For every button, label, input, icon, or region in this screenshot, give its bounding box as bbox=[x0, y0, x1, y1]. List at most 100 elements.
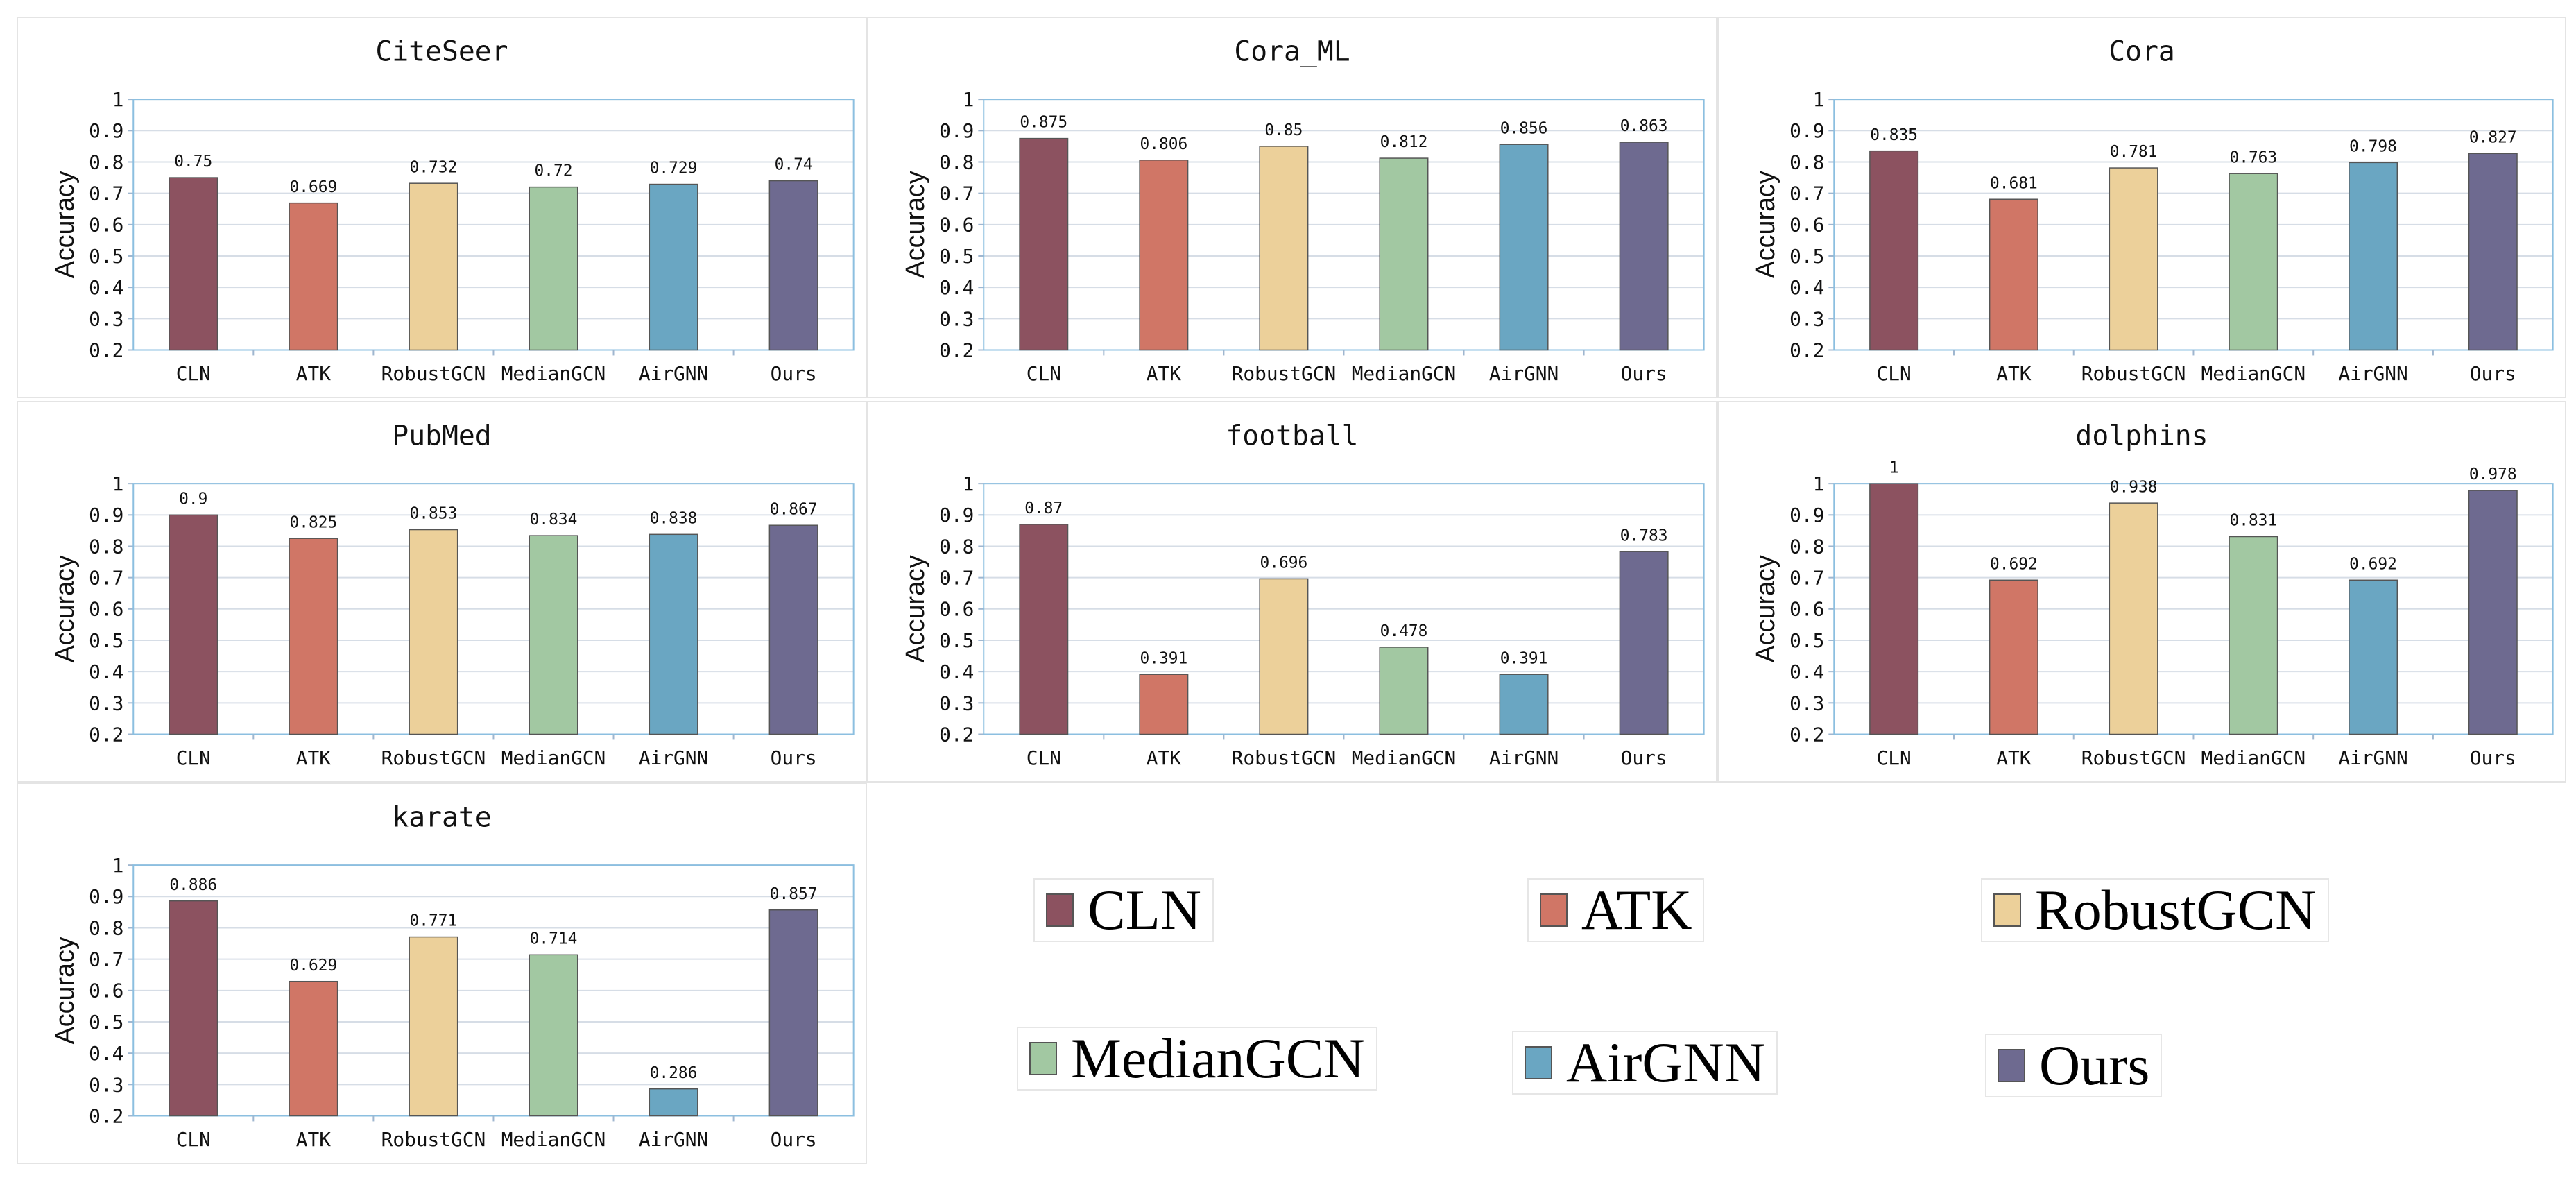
x-tick-label-ours: Ours bbox=[1621, 362, 1667, 385]
data-label-atk: 0.391 bbox=[1140, 649, 1187, 667]
bar-robustgcn bbox=[2109, 502, 2158, 735]
y-tick-label: 0.6 bbox=[89, 980, 123, 1002]
data-label-cln: 0.886 bbox=[169, 876, 217, 894]
y-tick-label: 0.8 bbox=[89, 535, 123, 558]
bar-airgnn bbox=[2349, 579, 2398, 735]
x-tick-label-ours: Ours bbox=[2470, 746, 2516, 769]
data-label-cln: 0.9 bbox=[179, 490, 207, 508]
y-tick-label: 0.5 bbox=[89, 245, 123, 268]
x-tick-label-airgnn: AirGNN bbox=[639, 1128, 708, 1151]
data-label-robustgcn: 0.696 bbox=[1260, 554, 1308, 572]
data-label-airgnn: 0.798 bbox=[2349, 137, 2397, 155]
data-label-ours: 0.978 bbox=[2469, 465, 2517, 484]
x-tick-label-atk: ATK bbox=[296, 746, 331, 769]
y-tick-label: 0.7 bbox=[1789, 182, 1824, 205]
x-tick-label-atk: ATK bbox=[1996, 746, 2031, 769]
x-tick-label-ours: Ours bbox=[2470, 362, 2516, 385]
bar-atk bbox=[289, 980, 338, 1117]
bar-robustgcn bbox=[409, 529, 458, 735]
y-tick-label: 0.5 bbox=[1789, 245, 1824, 268]
y-axis-label: Accuracy bbox=[50, 171, 79, 278]
y-tick-label: 0.9 bbox=[89, 885, 123, 908]
data-label-mediangcn: 0.831 bbox=[2229, 512, 2277, 530]
y-tick-label: 0.2 bbox=[89, 339, 123, 361]
bar-atk bbox=[289, 202, 338, 351]
x-tick-label-robustgcn: RobustGCN bbox=[1232, 362, 1337, 385]
chart-dolphins: dolphins Accuracy 0.2 0.3 0.4 0.5 0.6 0.7 0.8 0.9… bbox=[1751, 420, 2554, 769]
data-label-ours: 0.74 bbox=[775, 156, 813, 174]
legend-swatch-airgnn bbox=[1525, 1046, 1552, 1079]
data-label-mediangcn: 0.812 bbox=[1380, 133, 1428, 151]
data-label-mediangcn: 0.714 bbox=[530, 930, 578, 948]
y-tick-label: 1 bbox=[963, 88, 974, 111]
y-tick-label: 0.3 bbox=[89, 1073, 123, 1096]
chart-panel-dolphins: dolphins Accuracy 0.2 0.3 0.4 0.5 0.6 0.7 0.8 0.9… bbox=[1717, 401, 2566, 783]
x-tick-label-robustgcn: RobustGCN bbox=[2081, 746, 2186, 769]
bar-airgnn bbox=[649, 183, 698, 351]
legend-item-airgnn: AirGNN bbox=[1512, 1031, 1778, 1095]
legend-item-robustgcn: RobustGCN bbox=[1981, 878, 2329, 942]
chart-title: CiteSeer bbox=[375, 36, 508, 68]
y-tick-label: 0.5 bbox=[89, 1011, 123, 1034]
chart-football: football Accuracy 0.2 0.3 0.4 0.5 0.6 0.7 0.8 0.9… bbox=[900, 420, 1705, 769]
chart-panel-cora: Cora Accuracy 0.2 0.3 0.4 0.5 0.6 0.7 0.8 0.9 1 0.8… bbox=[1717, 17, 2566, 398]
bar-ours bbox=[2468, 153, 2518, 351]
bar-cln bbox=[1019, 137, 1069, 351]
chart-panel-football: football Accuracy 0.2 0.3 0.4 0.5 0.6 0.7 0.8 0.9… bbox=[867, 401, 1717, 783]
bar-atk bbox=[1989, 198, 2038, 351]
legend-swatch-ours bbox=[1998, 1049, 2025, 1082]
data-label-robustgcn: 0.781 bbox=[2110, 143, 2158, 161]
y-tick-label: 1 bbox=[963, 472, 974, 495]
bar-cln bbox=[1019, 524, 1069, 735]
chart-title: karate bbox=[392, 802, 491, 834]
data-label-atk: 0.692 bbox=[1990, 555, 2038, 573]
x-tick-label-ours: Ours bbox=[771, 746, 817, 769]
data-label-cln: 0.87 bbox=[1024, 499, 1063, 518]
x-tick-label-cln: CLN bbox=[1877, 746, 1912, 769]
bar-ours bbox=[768, 180, 818, 351]
y-tick-label: 0.6 bbox=[1789, 214, 1824, 237]
y-axis-label: Accuracy bbox=[50, 937, 79, 1044]
x-tick-label-atk: ATK bbox=[296, 1128, 331, 1151]
data-label-cln: 0.875 bbox=[1020, 114, 1067, 132]
data-label-airgnn: 0.692 bbox=[2349, 555, 2397, 573]
legend-swatch-mediangcn bbox=[1029, 1042, 1057, 1075]
y-tick-label: 0.8 bbox=[89, 151, 123, 173]
y-tick-label: 0.8 bbox=[1789, 151, 1824, 173]
y-tick-label: 0.5 bbox=[1789, 629, 1824, 652]
y-axis-label: Accuracy bbox=[50, 555, 79, 662]
y-tick-label: 0.7 bbox=[89, 948, 123, 971]
bar-airgnn bbox=[1499, 674, 1549, 735]
chart-title: PubMed bbox=[392, 420, 491, 452]
data-label-airgnn: 0.729 bbox=[650, 160, 698, 178]
bar-mediangcn bbox=[1379, 647, 1429, 735]
x-tick-label-ours: Ours bbox=[771, 1128, 817, 1151]
y-tick-label: 0.6 bbox=[1789, 598, 1824, 621]
y-tick-label: 0.2 bbox=[1789, 723, 1824, 746]
bar-mediangcn bbox=[529, 186, 578, 351]
bar-cln bbox=[1869, 483, 1919, 735]
x-tick-label-cln: CLN bbox=[176, 362, 211, 385]
x-tick-label-robustgcn: RobustGCN bbox=[2081, 362, 2186, 385]
y-tick-label: 0.4 bbox=[939, 660, 974, 683]
x-tick-label-atk: ATK bbox=[296, 362, 331, 385]
y-tick-label: 0.8 bbox=[939, 151, 974, 173]
y-axis-label: Accuracy bbox=[900, 555, 929, 662]
chart-panel-karate: karate Accuracy 0.2 0.3 0.4 0.5 0.6 0.7 0.8 0.9 1 0… bbox=[17, 783, 867, 1164]
y-axis-label: Accuracy bbox=[1751, 171, 1780, 278]
y-tick-label: 0.6 bbox=[89, 598, 123, 621]
y-tick-label: 0.5 bbox=[89, 629, 123, 652]
data-label-cln: 0.75 bbox=[174, 153, 212, 171]
y-tick-label: 1 bbox=[112, 88, 124, 111]
x-tick-label-cln: CLN bbox=[176, 746, 211, 769]
x-tick-label-airgnn: AirGNN bbox=[1489, 746, 1559, 769]
legend-swatch-atk bbox=[1540, 893, 1568, 927]
legend-item-mediangcn: MedianGCN bbox=[1017, 1027, 1377, 1091]
chart-panel-cora-ml: Cora_ML Accuracy 0.2 0.3 0.4 0.5 0.6 0.7 0.8 0.9 1… bbox=[867, 17, 1717, 398]
data-label-ours: 0.863 bbox=[1620, 117, 1668, 135]
bar-ours bbox=[1619, 551, 1669, 735]
x-tick-label-cln: CLN bbox=[1027, 362, 1061, 385]
x-tick-label-mediangcn: MedianGCN bbox=[1352, 362, 1457, 385]
x-tick-label-mediangcn: MedianGCN bbox=[501, 1128, 606, 1151]
y-tick-label: 1 bbox=[112, 854, 124, 877]
